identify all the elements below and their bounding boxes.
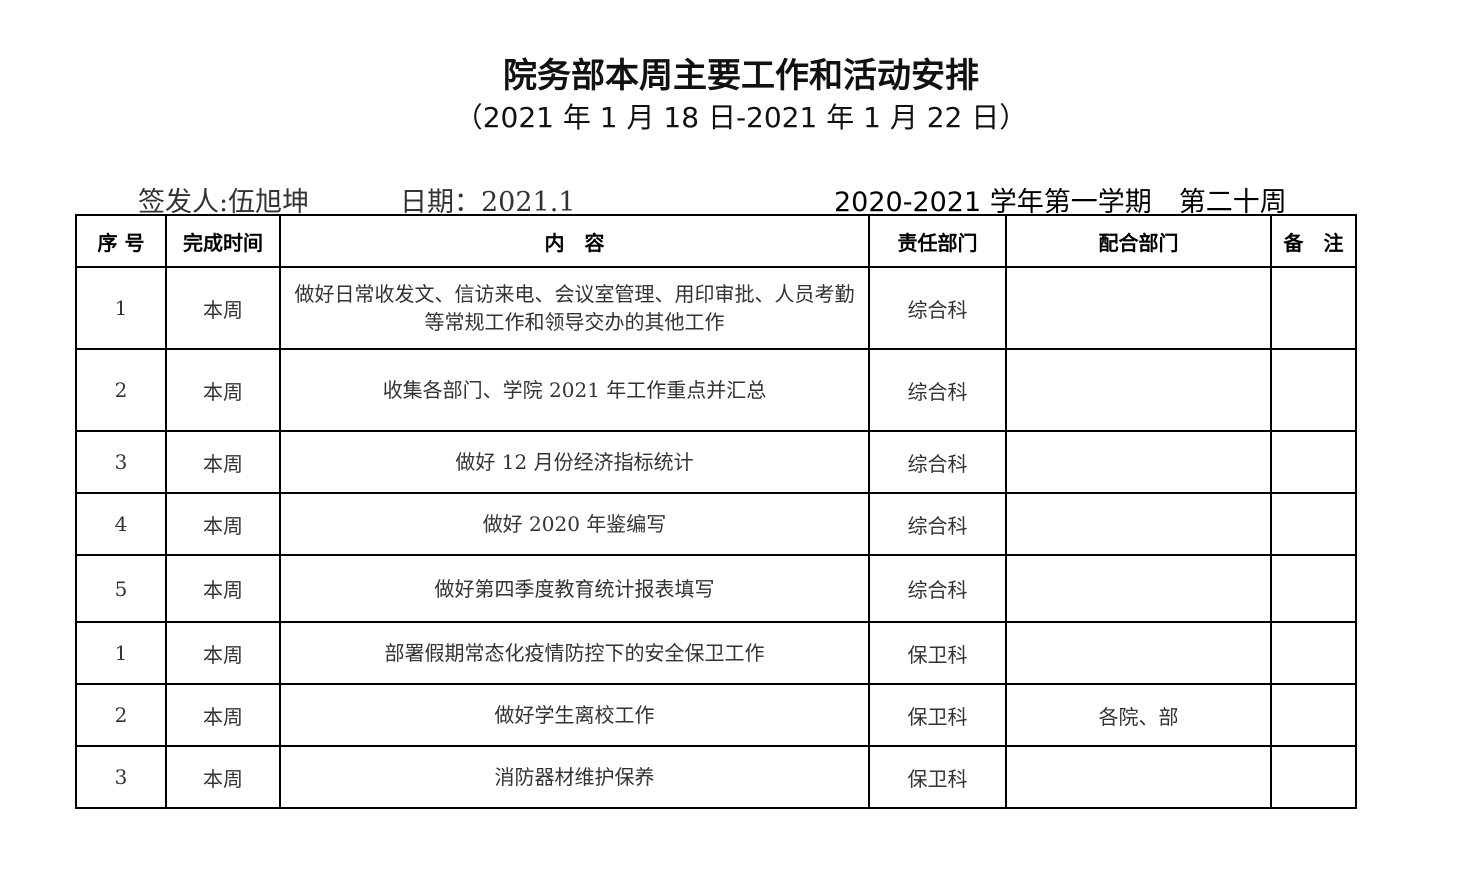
cell-time: 本周: [165, 683, 281, 747]
header-content: 内 容: [279, 214, 870, 268]
cell-time: 本周: [165, 348, 281, 432]
table-row: 4 本周 做好 2020 年鉴编写 综合科: [75, 492, 1357, 556]
cell-coop: [1005, 621, 1272, 685]
cell-coop: [1005, 266, 1272, 350]
cell-content: 做好学生离校工作: [279, 683, 870, 747]
cell-time: 本周: [165, 554, 281, 623]
cell-content: 做好 2020 年鉴编写: [279, 492, 870, 556]
header-dept: 责任部门: [868, 214, 1007, 268]
cell-time: 本周: [165, 745, 281, 809]
cell-note: [1270, 745, 1357, 809]
cell-no: 1: [75, 266, 167, 350]
cell-note: [1270, 492, 1357, 556]
cell-coop: [1005, 554, 1272, 623]
header-time: 完成时间: [165, 214, 281, 268]
cell-dept: 保卫科: [868, 745, 1007, 809]
cell-content: 做好日常收发文、信访来电、会议室管理、用印审批、人员考勤等常规工作和领导交办的其…: [279, 266, 870, 350]
cell-dept: 综合科: [868, 430, 1007, 494]
cell-no: 4: [75, 492, 167, 556]
cell-time: 本周: [165, 430, 281, 494]
table-row: 3 本周 做好 12 月份经济指标统计 综合科: [75, 430, 1357, 494]
cell-dept: 综合科: [868, 266, 1007, 350]
table-row: 2 本周 做好学生离校工作 保卫科 各院、部: [75, 683, 1357, 747]
cell-no: 3: [75, 745, 167, 809]
table-row: 1 本周 做好日常收发文、信访来电、会议室管理、用印审批、人员考勤等常规工作和领导交…: [75, 266, 1357, 350]
cell-no: 1: [75, 621, 167, 685]
term-week: 2020-2021 学年第一学期 第二十周: [834, 187, 1287, 218]
cell-note: [1270, 683, 1357, 747]
header-row: 序 号 完成时间 内 容 责任部门 配合部门 备 注: [75, 214, 1357, 268]
cell-coop: [1005, 430, 1272, 494]
table-row: 5 本周 做好第四季度教育统计报表填写 综合科: [75, 554, 1357, 623]
cell-no: 5: [75, 554, 167, 623]
cell-coop: [1005, 745, 1272, 809]
cell-dept: 综合科: [868, 348, 1007, 432]
cell-time: 本周: [165, 621, 281, 685]
table-row: 2 本周 收集各部门、学院 2021 年工作重点并汇总 综合科: [75, 348, 1357, 432]
cell-coop: [1005, 492, 1272, 556]
cell-note: [1270, 266, 1357, 350]
cell-content: 收集各部门、学院 2021 年工作重点并汇总: [279, 348, 870, 432]
cell-time: 本周: [165, 266, 281, 350]
cell-note: [1270, 430, 1357, 494]
cell-dept: 保卫科: [868, 621, 1007, 685]
cell-dept: 综合科: [868, 492, 1007, 556]
cell-no: 3: [75, 430, 167, 494]
cell-no: 2: [75, 348, 167, 432]
table-row: 3 本周 消防器材维护保养 保卫科: [75, 745, 1357, 809]
cell-no: 2: [75, 683, 167, 747]
schedule-table: 序 号 完成时间 内 容 责任部门 配合部门 备 注 1 本周 做好日常收发文、信访…: [75, 214, 1357, 809]
cell-note: [1270, 554, 1357, 623]
date-range: （2021 年 1 月 18 日-2021 年 1 月 22 日）: [454, 101, 1028, 134]
cell-coop: 各院、部: [1005, 683, 1272, 747]
cell-time: 本周: [165, 492, 281, 556]
cell-content: 做好第四季度教育统计报表填写: [279, 554, 870, 623]
cell-note: [1270, 621, 1357, 685]
cell-coop: [1005, 348, 1272, 432]
table-row: 1 本周 部署假期常态化疫情防控下的安全保卫工作 保卫科: [75, 621, 1357, 685]
cell-content: 做好 12 月份经济指标统计: [279, 430, 870, 494]
cell-content: 部署假期常态化疫情防控下的安全保卫工作: [279, 621, 870, 685]
cell-dept: 保卫科: [868, 683, 1007, 747]
cell-note: [1270, 348, 1357, 432]
cell-dept: 综合科: [868, 554, 1007, 623]
header-no: 序 号: [75, 214, 167, 268]
page-title: 院务部本周主要工作和活动安排: [503, 56, 979, 96]
issue-date: 日期：2021.1: [400, 187, 576, 218]
header-note: 备 注: [1270, 214, 1357, 268]
header-coop: 配合部门: [1005, 214, 1272, 268]
cell-content: 消防器材维护保养: [279, 745, 870, 809]
signer: 签发人:伍旭坤: [138, 187, 310, 218]
